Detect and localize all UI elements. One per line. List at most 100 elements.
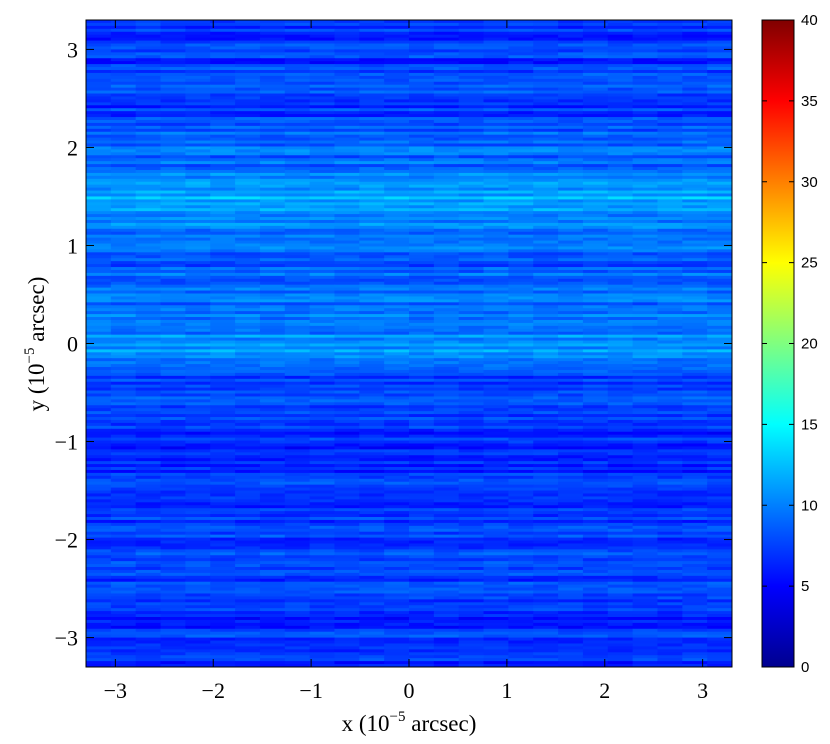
heatmap-cell [86,269,112,274]
heatmap-cell [483,431,509,436]
heatmap-cell [359,31,385,36]
heatmap-cell [309,555,336,559]
heatmap-cell [533,349,559,353]
heatmap-cell [582,234,609,239]
heatmap-cell [607,117,634,121]
heatmap-cell [135,90,162,95]
heatmap-cell [359,422,385,427]
heatmap-cell [483,328,509,333]
heatmap-cell [334,572,360,577]
heatmap-cell [86,217,112,221]
heatmap-cell [185,511,211,515]
heatmap-cell [707,464,732,468]
heatmap-cell [334,493,360,498]
heatmap-cell [707,93,732,98]
heatmap-cell [558,90,584,95]
heatmap-cell [657,455,683,459]
heatmap-cell [309,367,336,371]
heatmap-cell [135,422,162,427]
heatmap-cell [707,472,732,477]
heatmap-cell [210,117,236,121]
heatmap-cell [135,564,162,568]
heatmap-cell [607,158,634,162]
heatmap-cell [235,508,261,512]
heatmap-cell [458,314,485,318]
heatmap-cell [533,78,559,83]
heatmap-cell [359,72,385,77]
heatmap-cell [334,308,360,312]
heatmap-cell [259,455,286,459]
heatmap-cell [409,125,435,130]
heatmap-cell [632,278,659,283]
heatmap-cell [284,514,311,518]
heatmap-cell [160,70,186,74]
heatmap-cell [384,119,410,124]
heatmap-cell [359,37,385,42]
heatmap-cell [558,446,584,450]
heatmap-cell [607,578,634,583]
heatmap-cell [607,184,634,189]
heatmap-cell [483,546,509,550]
heatmap-cell [235,546,261,550]
heatmap-cell [458,102,485,106]
heatmap-cell [558,408,584,412]
heatmap-cell [86,46,112,51]
heatmap-cell [458,243,485,248]
heatmap-cell [558,70,584,74]
heatmap-cell [682,143,708,148]
heatmap-cell [483,525,509,530]
heatmap-cell [458,222,485,227]
heatmap-cell [533,146,559,150]
heatmap-cell [483,475,509,480]
heatmap-cell [160,84,186,89]
heatmap-cell [110,287,137,292]
heatmap-cell [110,561,137,565]
heatmap-cell [334,346,360,350]
heatmap-cell [259,175,286,180]
heatmap-cell [657,387,683,392]
heatmap-cell [160,317,186,321]
heatmap-cell [533,161,559,165]
heatmap-cell [458,211,485,215]
heatmap-cell [334,390,360,395]
heatmap-cell [508,467,534,471]
heatmap-cell [707,325,732,330]
heatmap-cell [110,111,137,115]
heatmap-cell [458,375,485,380]
heatmap-cell [235,581,261,586]
heatmap-cell [384,208,410,212]
heatmap-cell [309,287,336,292]
heatmap-cell [86,508,112,512]
heatmap-cell [582,184,609,189]
heatmap-cell [284,302,311,306]
heatmap-cell [110,122,137,127]
heatmap-cell [682,134,708,139]
heatmap-cell [707,567,732,571]
heatmap-cell [582,155,609,159]
heatmap-cell [409,331,435,336]
heatmap-cell [284,322,311,327]
heatmap-cell [707,217,732,221]
heatmap-cell [185,281,211,286]
heatmap-cell [582,393,609,398]
heatmap-cell [309,314,336,318]
heatmap-cell [558,431,584,436]
heatmap-cell [607,340,634,345]
heatmap-cell [110,390,137,395]
heatmap-cell [483,161,509,165]
heatmap-cell [309,434,336,439]
heatmap-cell [632,290,659,295]
heatmap-cell [235,122,261,127]
heatmap-cell [235,272,261,277]
heatmap-cell [384,52,410,56]
heatmap-cell [86,396,112,400]
heatmap-cell [458,425,485,430]
heatmap-cell [508,378,534,383]
heatmap-cell [259,525,286,530]
heatmap-cell [235,214,261,218]
heatmap-cell [210,252,236,256]
heatmap-cell [284,499,311,503]
heatmap-cell [359,475,385,480]
heatmap-cell [359,440,385,445]
heatmap-cell [384,81,410,86]
